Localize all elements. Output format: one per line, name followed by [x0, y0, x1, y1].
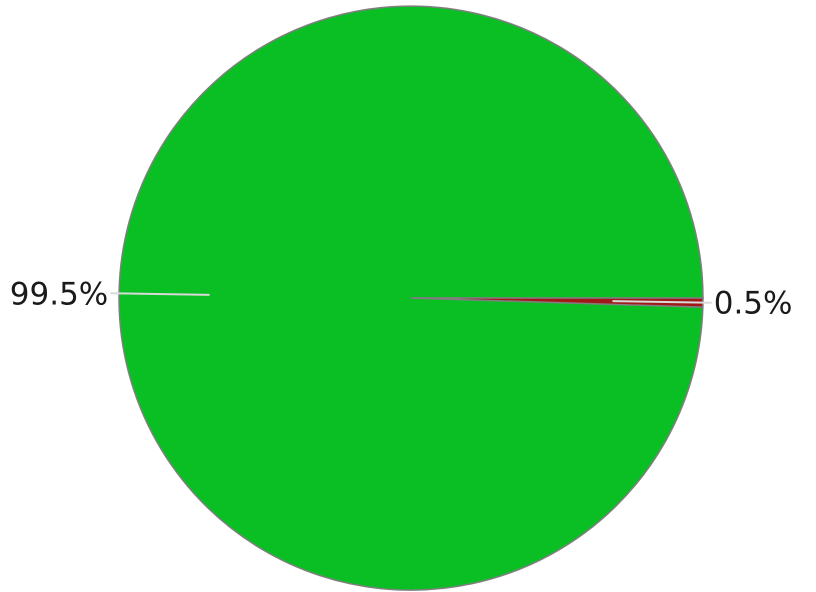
- label-leader-lines: [110, 292, 712, 304]
- leader-line-1: [612, 300, 712, 304]
- data-label-0: 99.5%: [10, 276, 108, 312]
- data-labels: 99.5% 0.5%: [10, 276, 793, 321]
- leader-line-0: [110, 292, 210, 296]
- data-label-1: 0.5%: [714, 286, 793, 322]
- pie-slices: [118, 5, 704, 591]
